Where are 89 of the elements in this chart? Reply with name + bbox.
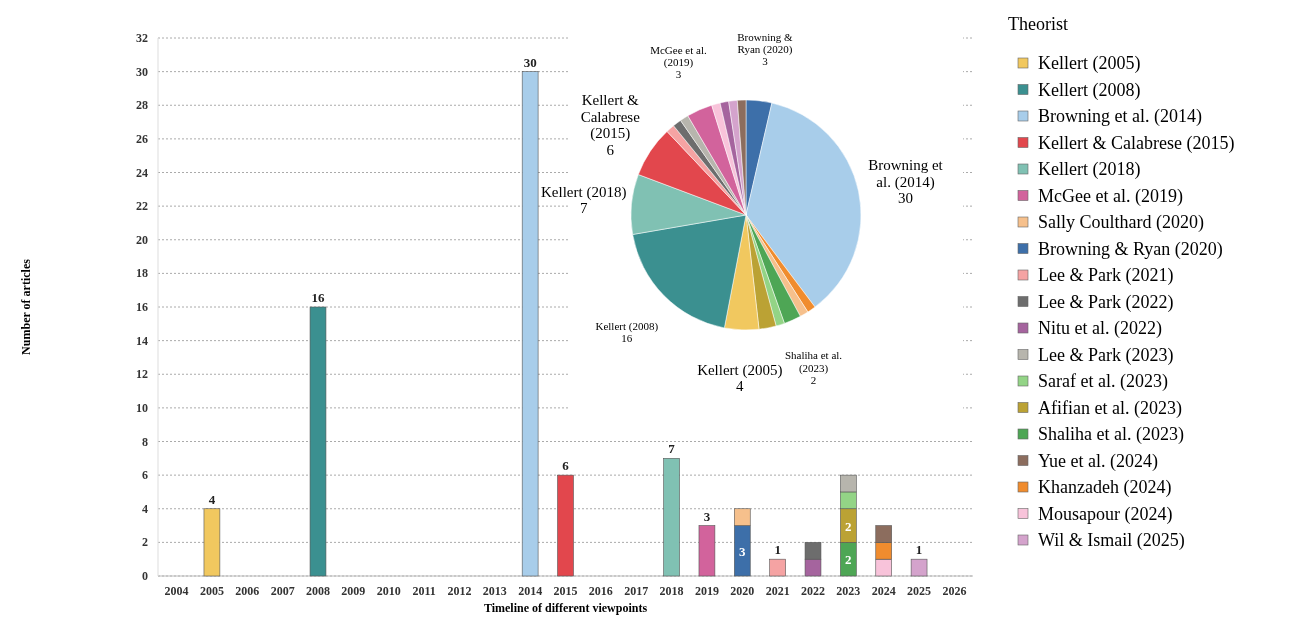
y-tick-label: 32 bbox=[136, 31, 148, 45]
x-tick-label: 2006 bbox=[235, 584, 260, 598]
legend-label: Khanzadeh (2024) bbox=[1038, 477, 1172, 498]
data-label: 4 bbox=[736, 378, 745, 395]
y-tick-label: 8 bbox=[142, 434, 148, 449]
y-tick-label: 2 bbox=[142, 535, 148, 550]
x-tick-label: 2009 bbox=[341, 584, 366, 598]
data-label: 6 bbox=[606, 141, 615, 158]
data-label: 7 bbox=[668, 441, 676, 457]
data-label: 16 bbox=[621, 331, 633, 344]
x-tick-label: 2008 bbox=[305, 584, 330, 598]
data-label: 3 bbox=[703, 508, 711, 524]
data-label: 16 bbox=[311, 290, 325, 305]
y-axis-title: Number of articles bbox=[19, 258, 33, 355]
y-tick-label: 0 bbox=[142, 569, 148, 583]
legend-label: Lee & Park (2023) bbox=[1038, 344, 1174, 366]
x-tick-label: 2026 bbox=[942, 584, 967, 598]
data-label: 2 bbox=[845, 518, 852, 534]
x-tick-label: 2007 bbox=[270, 584, 295, 598]
x-tick-label: 2012 bbox=[447, 584, 472, 598]
legend-label: Sally Coulthard (2020) bbox=[1038, 212, 1204, 233]
data-label: 2 bbox=[810, 373, 817, 386]
data-label: 3 bbox=[762, 55, 769, 68]
y-tick-label: 16 bbox=[136, 300, 148, 314]
x-tick-label: 2025 bbox=[907, 584, 932, 598]
x-tick-label: 2004 bbox=[164, 584, 189, 598]
legend-label: Kellert & Calabrese (2015) bbox=[1038, 132, 1235, 154]
slice-label: Kellert (2008) bbox=[595, 319, 659, 333]
data-label: 1 bbox=[774, 542, 781, 558]
data-label: 3 bbox=[739, 543, 747, 559]
data-label: 2 bbox=[845, 552, 852, 568]
legend-label: Afifian et al. (2023) bbox=[1038, 397, 1182, 419]
slice-label: Kellert (2005) bbox=[697, 361, 783, 379]
slice-label: Kellert (2018) bbox=[541, 183, 627, 201]
y-tick-label: 6 bbox=[142, 468, 148, 483]
legend-label: McGee et al. (2019) bbox=[1038, 185, 1183, 207]
x-tick-label: 2010 bbox=[376, 584, 401, 598]
legend-title: Theorist bbox=[1008, 14, 1068, 34]
slice-label: Browning & Ryan (2020) bbox=[737, 30, 794, 56]
y-tick-label: 10 bbox=[136, 400, 148, 415]
slice-label: McGee et al. (2019) bbox=[650, 44, 707, 70]
legend-label: Lee & Park (2021) bbox=[1038, 265, 1174, 286]
x-tick-label: 2023 bbox=[836, 584, 861, 598]
data-label: 30 bbox=[523, 54, 537, 70]
legend-label: Nitu et al. (2022) bbox=[1038, 318, 1162, 339]
x-tick-label: 2018 bbox=[659, 584, 684, 598]
y-tick-label: 20 bbox=[136, 232, 148, 247]
x-tick-label: 2013 bbox=[482, 584, 507, 598]
x-tick-label: 2022 bbox=[801, 584, 826, 598]
y-tick-label: 28 bbox=[136, 98, 148, 113]
x-tick-label: 2011 bbox=[412, 584, 436, 598]
x-tick-label: 2016 bbox=[588, 584, 613, 598]
y-tick-label: 12 bbox=[136, 367, 148, 382]
x-tick-label: 2020 bbox=[730, 584, 755, 598]
slice-label: Kellert & Calabrese (2015) bbox=[580, 92, 641, 143]
x-tick-label: 2005 bbox=[199, 584, 224, 598]
x-tick-label: 2024 bbox=[871, 584, 896, 598]
y-tick-label: 30 bbox=[136, 64, 148, 79]
y-tick-label: 24 bbox=[136, 165, 148, 180]
y-tick-label: 14 bbox=[136, 333, 148, 348]
slice-label: Browning et al. (2014) bbox=[868, 157, 944, 191]
legend-label: Saraf et al. (2023) bbox=[1038, 371, 1168, 392]
legend-label: Wil & Ismail (2025) bbox=[1038, 530, 1185, 551]
x-tick-label: 2021 bbox=[765, 584, 790, 598]
x-tick-label: 2019 bbox=[694, 584, 719, 598]
legend-label: Shaliha et al. (2023) bbox=[1038, 424, 1184, 445]
legend-label: Kellert (2018) bbox=[1038, 159, 1141, 180]
legend-label: Mousapour (2024) bbox=[1038, 503, 1173, 525]
data-label: 4 bbox=[208, 491, 216, 507]
x-tick-label: 2015 bbox=[553, 584, 578, 598]
y-tick-label: 22 bbox=[136, 199, 148, 214]
data-label: 7 bbox=[579, 200, 588, 217]
slice-label: Shaliha et al. (2023) bbox=[784, 349, 843, 375]
legend-label: Browning & Ryan (2020) bbox=[1038, 238, 1223, 260]
legend-label: Lee & Park (2022) bbox=[1038, 291, 1174, 313]
legend-label: Kellert (2008) bbox=[1038, 79, 1141, 101]
x-tick-label: 2014 bbox=[518, 584, 543, 598]
data-label: 1 bbox=[915, 542, 923, 558]
x-tick-label: 2017 bbox=[624, 584, 649, 598]
legend-label: Browning et al. (2014) bbox=[1038, 106, 1202, 127]
y-tick-label: 4 bbox=[142, 501, 148, 516]
y-tick-label: 26 bbox=[136, 131, 148, 146]
data-label: 3 bbox=[675, 68, 682, 81]
x-axis-title: Timeline of different viewpoints bbox=[483, 601, 648, 615]
y-tick-label: 18 bbox=[136, 266, 148, 281]
legend-label: Kellert (2005) bbox=[1038, 53, 1141, 74]
data-label: 6 bbox=[562, 458, 570, 474]
data-label: 30 bbox=[897, 190, 913, 207]
legend-label: Yue et al. (2024) bbox=[1038, 450, 1158, 472]
